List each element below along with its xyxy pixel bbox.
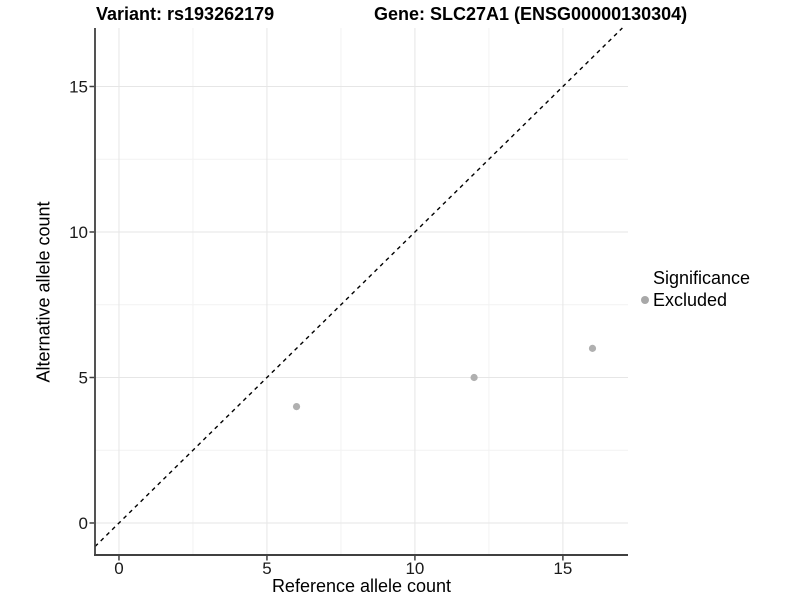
legend: Significance Excluded bbox=[641, 268, 750, 310]
legend-item-excluded: Excluded bbox=[641, 290, 750, 310]
y-tick-label: 5 bbox=[79, 368, 88, 387]
x-tick-label: 15 bbox=[553, 559, 572, 578]
data-point bbox=[292, 402, 301, 411]
plot-title-variant: Variant: rs193262179 bbox=[96, 4, 275, 24]
x-tick-label: 0 bbox=[114, 559, 123, 578]
x-tick-label: 5 bbox=[262, 559, 271, 578]
plot-title-gene: Gene: SLC27A1 (ENSG00000130304) bbox=[374, 4, 688, 24]
y-tick-label: 15 bbox=[69, 77, 88, 96]
legend-title: Significance bbox=[653, 268, 751, 288]
y-tick-label: 0 bbox=[79, 514, 88, 533]
legend-item-label: Excluded bbox=[653, 290, 728, 310]
identity-dashed-line bbox=[94, 27, 623, 548]
x-tick-label: 10 bbox=[405, 559, 424, 578]
data-point bbox=[470, 373, 478, 382]
y-tick-label: 10 bbox=[69, 223, 88, 242]
excluded-point-icon bbox=[641, 296, 649, 304]
y-axis-title: Alternative allele count bbox=[33, 201, 54, 383]
x-axis-title: Reference allele count bbox=[271, 576, 452, 596]
data-point bbox=[588, 344, 597, 352]
